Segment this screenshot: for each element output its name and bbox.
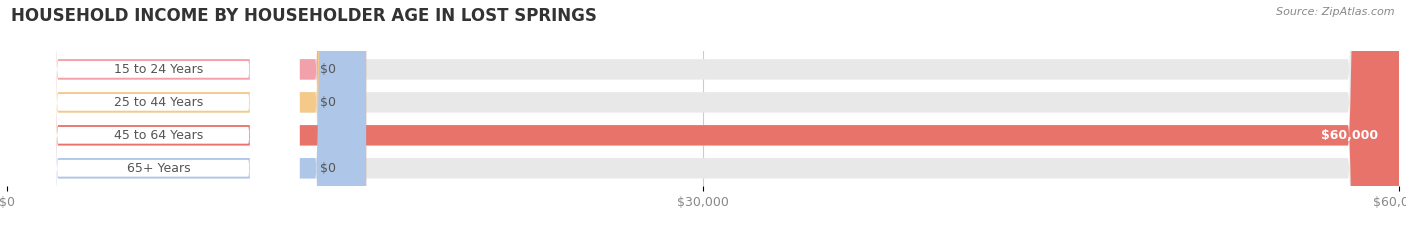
Text: $0: $0 — [321, 162, 336, 175]
Text: $0: $0 — [321, 96, 336, 109]
FancyBboxPatch shape — [7, 0, 299, 233]
FancyBboxPatch shape — [7, 0, 1399, 233]
FancyBboxPatch shape — [7, 0, 299, 233]
FancyBboxPatch shape — [7, 0, 366, 233]
Text: 45 to 64 Years: 45 to 64 Years — [114, 129, 204, 142]
Text: $0: $0 — [321, 63, 336, 76]
Text: $60,000: $60,000 — [1322, 129, 1378, 142]
FancyBboxPatch shape — [7, 0, 1399, 233]
Text: 15 to 24 Years: 15 to 24 Years — [114, 63, 204, 76]
FancyBboxPatch shape — [7, 0, 366, 233]
Text: Source: ZipAtlas.com: Source: ZipAtlas.com — [1277, 7, 1395, 17]
Text: HOUSEHOLD INCOME BY HOUSEHOLDER AGE IN LOST SPRINGS: HOUSEHOLD INCOME BY HOUSEHOLDER AGE IN L… — [11, 7, 598, 25]
FancyBboxPatch shape — [7, 0, 1399, 233]
FancyBboxPatch shape — [7, 0, 299, 233]
FancyBboxPatch shape — [7, 0, 366, 233]
Text: 65+ Years: 65+ Years — [127, 162, 191, 175]
FancyBboxPatch shape — [7, 0, 299, 233]
FancyBboxPatch shape — [7, 0, 1399, 233]
Text: 25 to 44 Years: 25 to 44 Years — [114, 96, 204, 109]
FancyBboxPatch shape — [7, 0, 1399, 233]
